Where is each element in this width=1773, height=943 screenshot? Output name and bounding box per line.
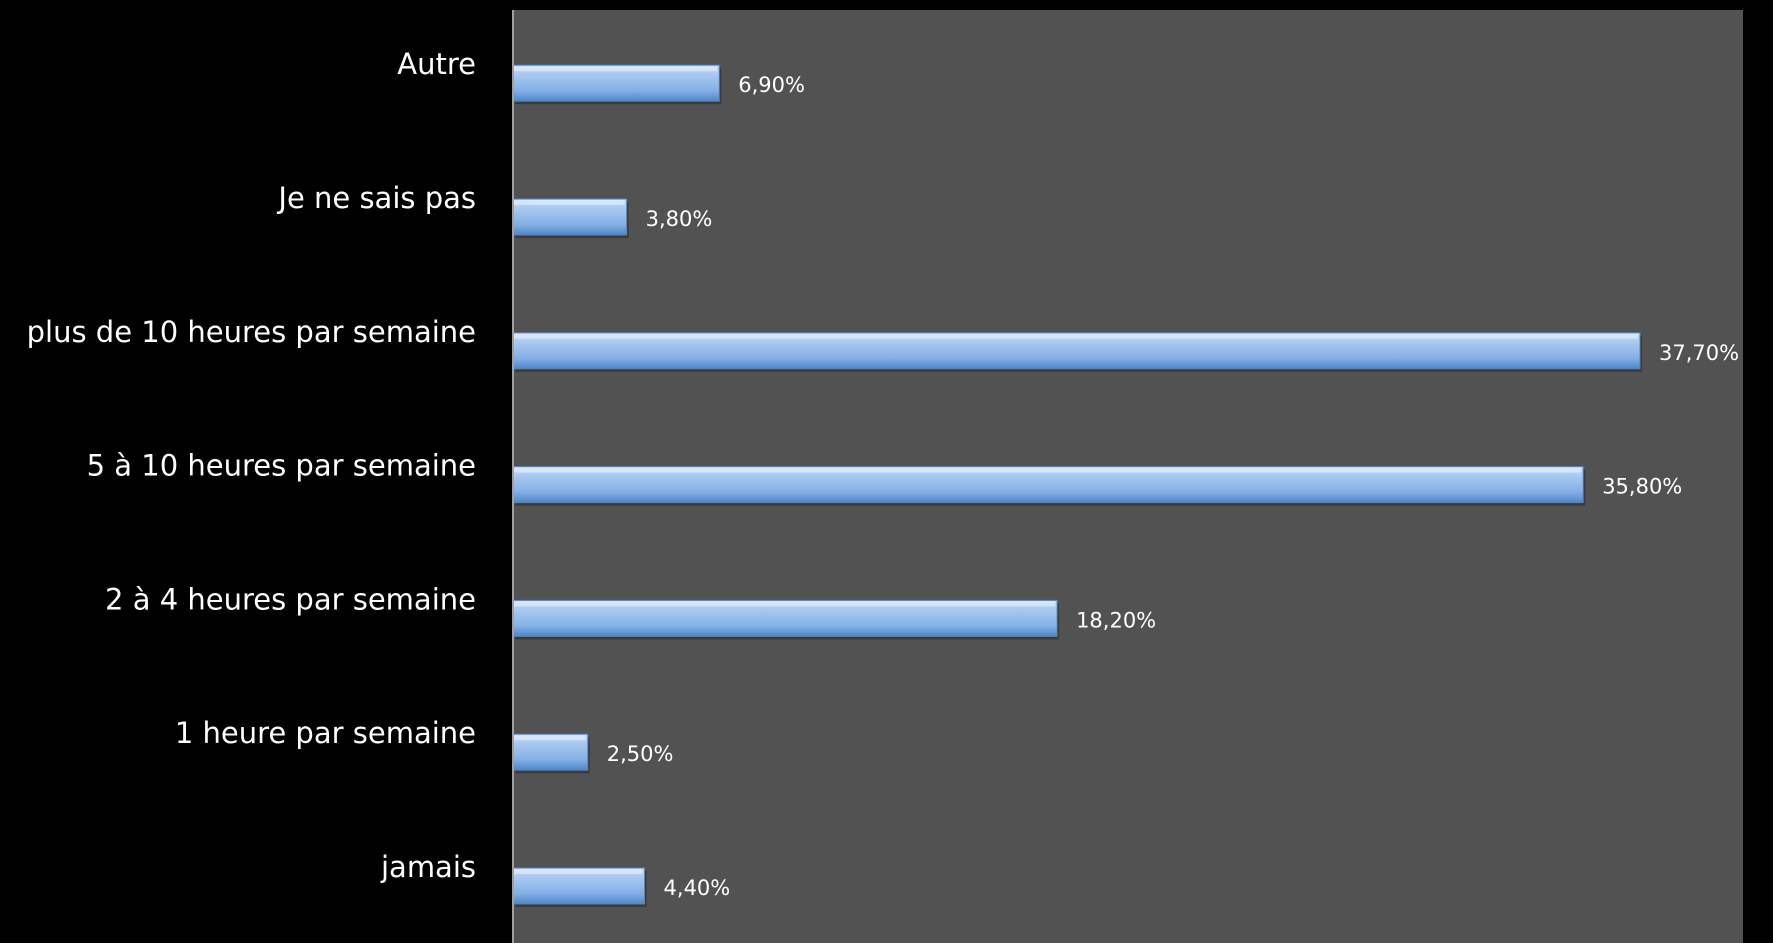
value-label: 2,50% xyxy=(607,742,674,766)
category-label: 2 à 4 heures par semaine xyxy=(105,582,476,616)
bar-highlight xyxy=(513,735,586,741)
bar-highlight xyxy=(513,66,718,72)
category-label: 5 à 10 heures par semaine xyxy=(87,449,476,483)
value-label: 4,40% xyxy=(664,876,731,900)
value-labels: 4,40% 2,50% 18,20% 35,80% 37,70% 3,80% 6,90% xyxy=(607,73,1739,900)
category-label: Autre xyxy=(397,47,476,81)
category-label: jamais xyxy=(380,850,476,884)
bars-layer xyxy=(512,64,1642,907)
bar-highlight xyxy=(513,467,1582,473)
bar-highlight xyxy=(513,601,1056,607)
category-label: 1 heure par semaine xyxy=(175,716,476,750)
category-label: plus de 10 heures par semaine xyxy=(27,315,476,349)
bar-highlight xyxy=(513,333,1638,339)
bar-highlight xyxy=(513,869,643,874)
value-label: 37,70% xyxy=(1659,341,1739,365)
value-label: 6,90% xyxy=(738,73,805,97)
value-label: 3,80% xyxy=(646,207,713,231)
bar-highlight xyxy=(513,200,625,205)
category-label: Je ne sais pas xyxy=(276,181,476,215)
value-label: 35,80% xyxy=(1602,475,1682,499)
value-label: 18,20% xyxy=(1076,608,1156,632)
category-labels: jamais 1 heure par semaine 2 à 4 heures pa… xyxy=(27,47,476,884)
